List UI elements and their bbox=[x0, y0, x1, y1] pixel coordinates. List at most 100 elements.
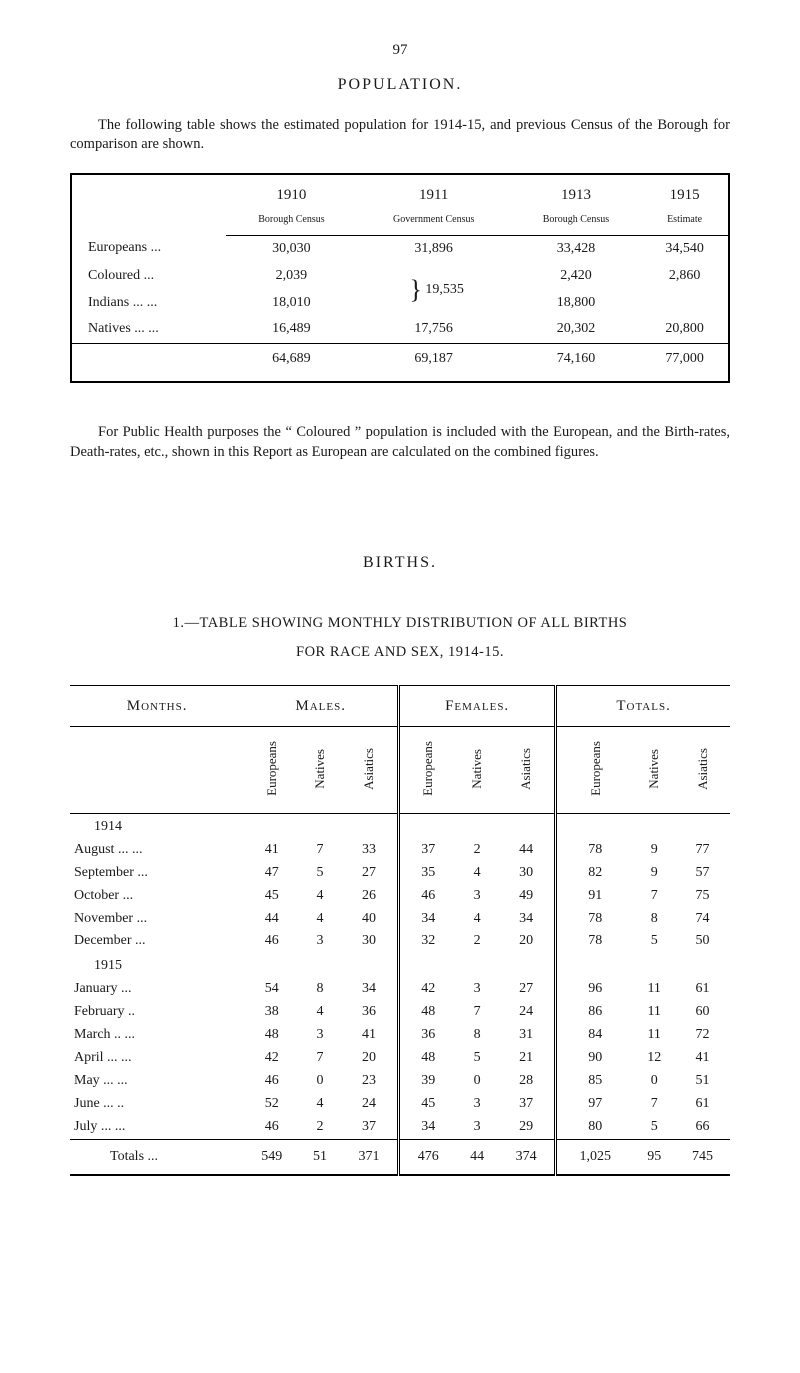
births-cell: 90 bbox=[556, 1047, 634, 1070]
births-cell: 37 bbox=[498, 1093, 556, 1116]
births-cell: 46 bbox=[244, 1116, 299, 1139]
births-cell: 8 bbox=[299, 978, 341, 1001]
births-cell: 35 bbox=[399, 862, 457, 885]
births-cell: 80 bbox=[556, 1116, 634, 1139]
pop-row: Natives ... ...16,48917,75620,30220,800 bbox=[71, 316, 729, 343]
births-cell: 84 bbox=[556, 1024, 634, 1047]
pop-cell: 2,860 bbox=[641, 263, 729, 290]
births-row: September ...475273543082957 bbox=[70, 862, 730, 885]
pop-total-1910: 64,689 bbox=[226, 344, 356, 382]
births-cell: 96 bbox=[556, 978, 634, 1001]
births-cell: 8 bbox=[633, 908, 675, 931]
births-cell: 34 bbox=[341, 978, 399, 1001]
births-cell: 11 bbox=[633, 1001, 675, 1024]
births-cell: 0 bbox=[299, 1070, 341, 1093]
births-totals-mn: 51 bbox=[299, 1139, 341, 1175]
births-month-label: March .. ... bbox=[70, 1024, 244, 1047]
births-cell: 75 bbox=[675, 885, 730, 908]
pop-cell: 17,756 bbox=[357, 316, 511, 343]
pop-total-1913: 74,160 bbox=[511, 344, 641, 382]
births-hdr-totals: Totals. bbox=[556, 686, 730, 727]
births-cell: 7 bbox=[633, 1093, 675, 1116]
births-cell: 33 bbox=[341, 839, 399, 862]
births-cell: 30 bbox=[341, 930, 399, 953]
births-row: March .. ...4834136831841172 bbox=[70, 1024, 730, 1047]
births-cell: 4 bbox=[299, 1001, 341, 1024]
population-table: 1910 1911 1913 1915 Borough Census Gover… bbox=[70, 173, 730, 383]
births-month-label: November ... bbox=[70, 908, 244, 931]
pop-hdr-sub-1913: Borough Census bbox=[511, 209, 641, 235]
births-cell: 20 bbox=[498, 930, 556, 953]
births-cell: 2 bbox=[299, 1116, 341, 1139]
births-cell: 48 bbox=[399, 1047, 457, 1070]
births-cell: 47 bbox=[244, 862, 299, 885]
births-cell: 5 bbox=[456, 1047, 498, 1070]
births-hdr-months: Months. bbox=[70, 686, 244, 727]
births-month-label: September ... bbox=[70, 862, 244, 885]
births-cell: 85 bbox=[556, 1070, 634, 1093]
pop-cell: 20,800 bbox=[641, 316, 729, 343]
births-cell: 30 bbox=[498, 862, 556, 885]
pop-hdr-sub-1915: Estimate bbox=[641, 209, 729, 235]
births-table-subcaption: FOR RACE AND SEX, 1914-15. bbox=[70, 643, 730, 663]
births-cell: 42 bbox=[244, 1047, 299, 1070]
births-cell: 3 bbox=[456, 978, 498, 1001]
births-totals-fe: 476 bbox=[399, 1139, 457, 1175]
births-cell: 49 bbox=[498, 885, 556, 908]
births-cell: 48 bbox=[399, 1001, 457, 1024]
births-cell: 28 bbox=[498, 1070, 556, 1093]
births-cell: 82 bbox=[556, 862, 634, 885]
sub-hdr-f-europeans: Europeans bbox=[399, 727, 457, 814]
births-month-label: January ... bbox=[70, 978, 244, 1001]
births-cell: 46 bbox=[399, 885, 457, 908]
births-cell: 4 bbox=[299, 885, 341, 908]
births-cell: 39 bbox=[399, 1070, 457, 1093]
sub-hdr-t-europeans: Europeans bbox=[556, 727, 634, 814]
births-row: July ... ...462373432980566 bbox=[70, 1116, 730, 1139]
sub-hdr-t-asiatics: Asiatics bbox=[675, 727, 730, 814]
births-totals-label: Totals ... bbox=[70, 1139, 244, 1175]
births-month-label: April ... ... bbox=[70, 1047, 244, 1070]
pop-cell: 18,010 bbox=[226, 290, 356, 317]
births-cell: 3 bbox=[456, 1116, 498, 1139]
births-cell: 52 bbox=[244, 1093, 299, 1116]
births-cell: 97 bbox=[556, 1093, 634, 1116]
births-year-row: 1914 bbox=[70, 814, 730, 839]
births-cell: 45 bbox=[399, 1093, 457, 1116]
births-cell: 2 bbox=[456, 930, 498, 953]
births-cell: 7 bbox=[456, 1001, 498, 1024]
births-cell: 38 bbox=[244, 1001, 299, 1024]
births-cell: 26 bbox=[341, 885, 399, 908]
pop-row-label: Europeans ... bbox=[71, 235, 226, 262]
births-totals-ta: 745 bbox=[675, 1139, 730, 1175]
body-paragraph: For Public Health purposes the “ Coloure… bbox=[70, 423, 730, 462]
births-cell: 4 bbox=[456, 862, 498, 885]
births-cell: 86 bbox=[556, 1001, 634, 1024]
births-cell: 61 bbox=[675, 1093, 730, 1116]
births-cell: 78 bbox=[556, 930, 634, 953]
births-cell: 54 bbox=[244, 978, 299, 1001]
births-table: Months. Males. Females. Totals. European… bbox=[70, 685, 730, 1176]
births-cell: 78 bbox=[556, 839, 634, 862]
births-cell: 34 bbox=[399, 1116, 457, 1139]
births-cell: 37 bbox=[399, 839, 457, 862]
births-cell: 66 bbox=[675, 1116, 730, 1139]
pop-cell: 34,540 bbox=[641, 235, 729, 262]
births-cell: 32 bbox=[399, 930, 457, 953]
births-cell: 48 bbox=[244, 1024, 299, 1047]
births-month-label: December ... bbox=[70, 930, 244, 953]
births-row: October ...454264634991775 bbox=[70, 885, 730, 908]
births-cell: 40 bbox=[341, 908, 399, 931]
pop-cell: 2,420 bbox=[511, 263, 641, 290]
births-cell: 7 bbox=[299, 1047, 341, 1070]
births-cell: 11 bbox=[633, 978, 675, 1001]
births-cell: 46 bbox=[244, 1070, 299, 1093]
pop-cell: 33,428 bbox=[511, 235, 641, 262]
sub-hdr-t-natives: Natives bbox=[633, 727, 675, 814]
births-year-row: 1915 bbox=[70, 953, 730, 978]
births-cell: 77 bbox=[675, 839, 730, 862]
births-cell: 34 bbox=[498, 908, 556, 931]
pop-cell: 30,030 bbox=[226, 235, 356, 262]
births-cell: 12 bbox=[633, 1047, 675, 1070]
pop-hdr-year-1910: 1910 bbox=[226, 174, 356, 209]
